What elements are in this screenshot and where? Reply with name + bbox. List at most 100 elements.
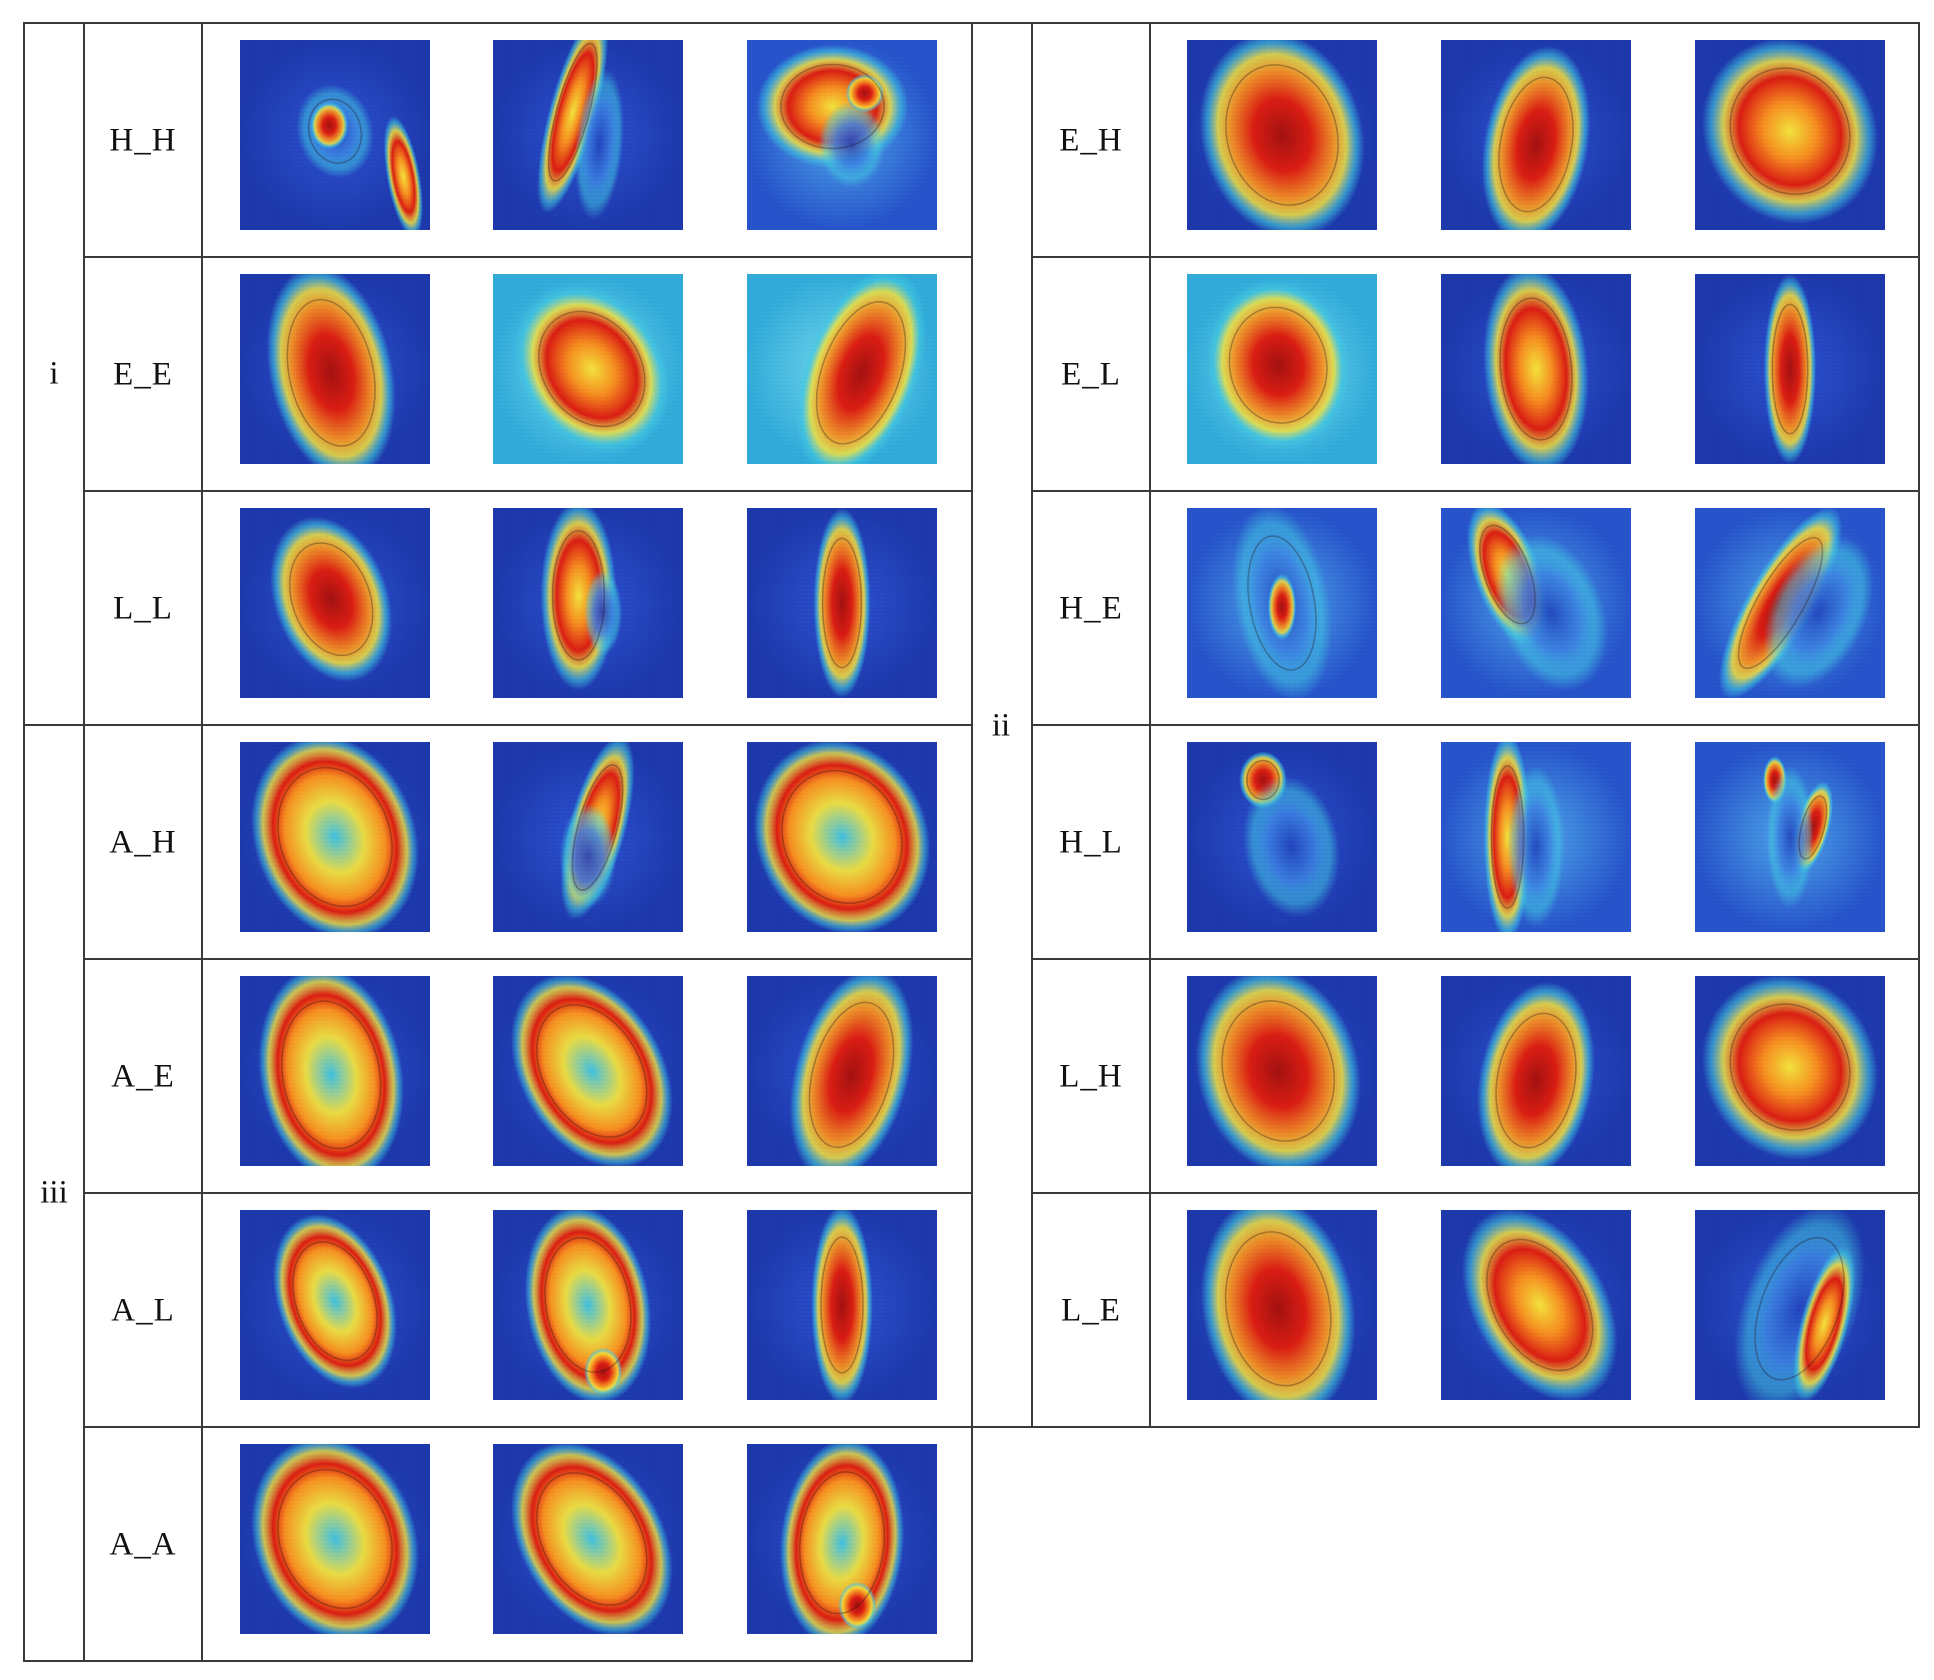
row-divider bbox=[1031, 490, 1920, 492]
ear-outline bbox=[808, 1001, 895, 1149]
heatmap-activation-region bbox=[1766, 765, 1814, 909]
heatmap-background bbox=[1695, 1210, 1885, 1400]
heatmap-background bbox=[747, 1444, 937, 1634]
heatmap-tile bbox=[747, 40, 937, 230]
heatmap-background bbox=[747, 1210, 937, 1400]
heatmap-background bbox=[1441, 40, 1631, 230]
heatmap-ear-icon bbox=[1187, 274, 1377, 464]
table-border bbox=[971, 1426, 1920, 1428]
heatmap-activation-region bbox=[1763, 536, 1874, 689]
heatmap-tile bbox=[747, 1444, 937, 1634]
table-border bbox=[23, 1660, 973, 1662]
heatmap-background bbox=[1441, 742, 1631, 932]
ear-outline bbox=[288, 542, 374, 657]
ear-outline bbox=[1729, 67, 1851, 195]
heatmap-activation-region bbox=[1239, 751, 1287, 809]
heatmap-background bbox=[1441, 976, 1631, 1166]
heatmap-activation-region bbox=[1195, 976, 1361, 1166]
heatmap-background bbox=[1187, 274, 1377, 464]
heatmap-ear-icon bbox=[747, 1210, 937, 1400]
heatmap-activation-region bbox=[1718, 508, 1843, 698]
heatmap-activation-region bbox=[1792, 781, 1834, 874]
row-divider bbox=[83, 256, 973, 258]
heatmap-activation-region bbox=[795, 274, 927, 464]
heatmap-tile bbox=[747, 742, 937, 932]
heatmap-background bbox=[1695, 274, 1885, 464]
heatmap-tile bbox=[1187, 742, 1377, 932]
ear-outline bbox=[292, 1241, 378, 1362]
heatmap-background bbox=[493, 742, 683, 932]
heatmap-activation-region bbox=[251, 1444, 419, 1634]
heatmap-ear-icon bbox=[1695, 40, 1885, 230]
heatmap-ear-icon bbox=[747, 742, 937, 932]
heatmap-activation-region bbox=[756, 44, 909, 169]
heatmap-activation-region bbox=[270, 516, 393, 682]
heatmap-tile bbox=[240, 742, 430, 932]
heatmap-tile bbox=[493, 508, 683, 698]
heatmap-tile bbox=[1441, 1210, 1631, 1400]
heatmap-background bbox=[747, 976, 937, 1166]
heatmap-ear-icon bbox=[493, 742, 683, 932]
heatmap-activation-region bbox=[1762, 756, 1787, 804]
row-label: L_H bbox=[1059, 1058, 1123, 1095]
heatmap-ear-icon bbox=[1187, 976, 1377, 1166]
row-divider bbox=[1031, 724, 1920, 726]
table-border bbox=[83, 22, 85, 1662]
heatmap-activation-region bbox=[251, 742, 419, 932]
heatmap-background bbox=[240, 742, 430, 932]
table-border bbox=[201, 22, 203, 1662]
heatmap-tile bbox=[1695, 742, 1885, 932]
ear-outline bbox=[536, 1472, 648, 1606]
heatmap-activation-region bbox=[574, 68, 624, 221]
heatmap-activation-region bbox=[838, 1581, 877, 1630]
heatmap-tile bbox=[1187, 1210, 1377, 1400]
ear-outline bbox=[1771, 303, 1809, 435]
heatmap-background bbox=[493, 1444, 683, 1634]
heatmap-background bbox=[1187, 1210, 1377, 1400]
ear-outline bbox=[1737, 536, 1824, 670]
heatmap-activation-region bbox=[266, 274, 396, 464]
heatmap-activation-region bbox=[584, 1347, 623, 1396]
heatmap-activation-region bbox=[296, 84, 374, 179]
row-label: L_E bbox=[1061, 1292, 1121, 1329]
ear-outline bbox=[1754, 1236, 1845, 1381]
heatmap-activation-region bbox=[510, 1444, 673, 1634]
heatmap-tile bbox=[1441, 976, 1631, 1166]
heatmap-tile bbox=[240, 976, 430, 1166]
heatmap-tile bbox=[240, 508, 430, 698]
row-divider bbox=[1031, 958, 1920, 960]
ear-outline bbox=[1498, 76, 1574, 213]
heatmap-activation-region bbox=[510, 976, 673, 1166]
heatmap-background bbox=[747, 40, 937, 230]
ear-outline bbox=[1486, 1238, 1594, 1372]
ear-outline bbox=[307, 98, 363, 164]
heatmap-tile bbox=[1695, 976, 1885, 1166]
ear-outline bbox=[277, 766, 393, 908]
ear-outline bbox=[1490, 765, 1525, 909]
heatmap-ear-icon bbox=[747, 40, 937, 230]
heatmap-ear-icon bbox=[1441, 976, 1631, 1166]
heatmap-activation-region bbox=[1243, 775, 1340, 918]
heatmap-tile bbox=[493, 274, 683, 464]
ear-outline bbox=[1224, 1231, 1332, 1387]
heatmap-ear-icon bbox=[493, 1444, 683, 1634]
ear-outline bbox=[547, 42, 598, 182]
heatmap-background bbox=[493, 508, 683, 698]
ear-outline bbox=[1228, 306, 1328, 424]
heatmap-activation-region bbox=[1232, 508, 1332, 698]
table-border bbox=[971, 22, 973, 1662]
heatmap-tile bbox=[240, 274, 430, 464]
heatmap-activation-region bbox=[1206, 280, 1350, 451]
heatmap-activation-region bbox=[818, 101, 885, 188]
heatmap-background bbox=[747, 742, 937, 932]
heatmap-tile bbox=[1441, 40, 1631, 230]
ear-outline bbox=[277, 1468, 393, 1610]
heatmap-activation-region bbox=[1763, 274, 1817, 464]
heatmap-background bbox=[240, 508, 430, 698]
heatmap-background bbox=[240, 40, 430, 230]
group-label: ii bbox=[991, 707, 1011, 744]
heatmap-ear-icon bbox=[1695, 1210, 1885, 1400]
heatmap-background bbox=[493, 1210, 683, 1400]
heatmap-tile bbox=[747, 274, 937, 464]
heatmap-background bbox=[1187, 742, 1377, 932]
